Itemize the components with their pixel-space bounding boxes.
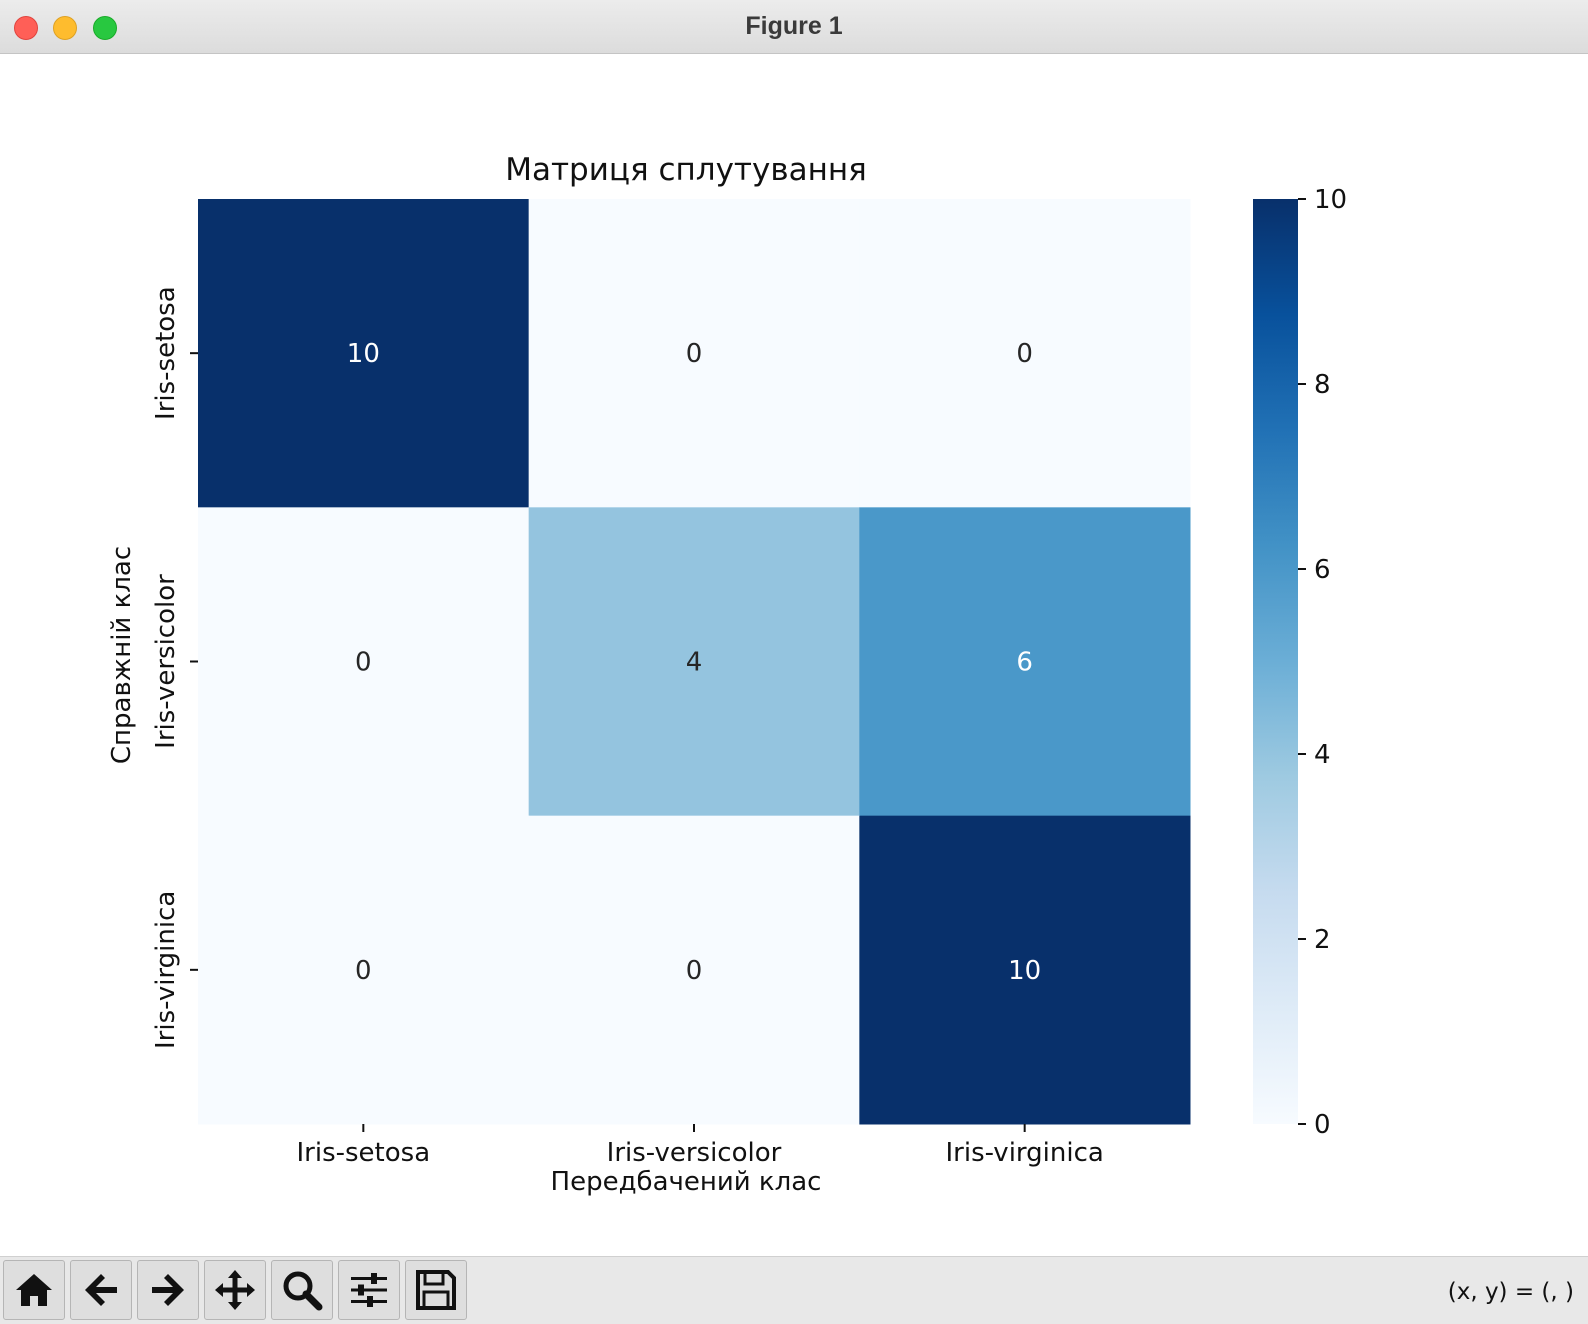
- home-icon: [16, 1274, 52, 1306]
- x-axis: Iris-setosa Iris-versicolor Iris-virginica: [297, 1124, 1104, 1168]
- heatmap-cell: [859, 815, 1191, 1125]
- y-axis: Iris-setosa Iris-versicolor Iris-virginica: [151, 286, 198, 1049]
- colorbar-tick-label: 6: [1314, 555, 1331, 585]
- window-title: Figure 1: [745, 12, 843, 40]
- colorbar-tick-label: 2: [1314, 925, 1331, 955]
- heatmap-cell: [528, 199, 860, 508]
- minimize-window-button[interactable]: [53, 16, 77, 40]
- cell-value-label: 0: [355, 956, 372, 986]
- configure-subplots-button[interactable]: [338, 1260, 400, 1320]
- x-tick-label: Iris-versicolor: [607, 1138, 782, 1168]
- navigation-toolbar: (x, y) = (, ): [0, 1256, 1588, 1324]
- colorbar: 0 2 4 6 8 10: [1253, 185, 1347, 1140]
- configure-subplots-icon: [351, 1273, 387, 1307]
- back-arrow-icon: [85, 1274, 117, 1306]
- pan-move-icon: [215, 1270, 255, 1310]
- zoom-magnifier-icon: [283, 1271, 323, 1311]
- forward-button[interactable]: [137, 1260, 199, 1320]
- y-tick-label: Iris-virginica: [151, 891, 181, 1049]
- colorbar-gradient: [1253, 199, 1298, 1124]
- y-tick-label: Iris-versicolor: [151, 574, 181, 749]
- cell-value-label: 0: [686, 339, 703, 369]
- cell-value-label: 0: [355, 648, 372, 678]
- maximize-window-button[interactable]: [93, 16, 117, 40]
- pan-button[interactable]: [204, 1260, 266, 1320]
- zoom-button[interactable]: [271, 1260, 333, 1320]
- close-window-button[interactable]: [14, 16, 38, 40]
- cell-value-label: 4: [686, 648, 703, 678]
- heatmap-cells: 10 0 0 0 4 6 0 0 10: [198, 199, 1191, 1125]
- heatmap-cell: [198, 815, 530, 1125]
- save-figure-icon: [416, 1270, 456, 1310]
- cursor-coordinates: (x, y) = (, ): [1447, 1279, 1574, 1305]
- cell-value-label: 0: [1016, 339, 1033, 369]
- y-axis-label: Справжній клас: [107, 546, 137, 764]
- save-button[interactable]: [405, 1260, 467, 1320]
- heatmap-cell: [198, 507, 530, 817]
- colorbar-tick-label: 10: [1314, 185, 1347, 215]
- figure-canvas[interactable]: Матриця сплутування 10 0 0 0 4 6 0 0 10 Iris-set…: [0, 55, 1588, 1255]
- cell-value-label: 10: [347, 339, 380, 369]
- x-axis-label: Передбачений клас: [551, 1167, 822, 1197]
- cell-value-label: 10: [1008, 956, 1041, 986]
- colorbar-tick-label: 8: [1314, 370, 1331, 400]
- heatmap-cell: [198, 199, 530, 508]
- heatmap-cell: [528, 507, 860, 817]
- confusion-matrix-heatmap: Матриця сплутування 10 0 0 0 4 6 0 0 10 Iris-set…: [107, 152, 1347, 1197]
- colorbar-tick-label: 4: [1314, 740, 1331, 770]
- heatmap-cell: [528, 815, 860, 1125]
- colorbar-tick-label: 0: [1314, 1110, 1331, 1140]
- x-tick-label: Iris-virginica: [946, 1138, 1104, 1168]
- chart-title: Матриця сплутування: [505, 152, 867, 188]
- y-tick-label: Iris-setosa: [151, 286, 181, 420]
- heatmap-cell: [859, 507, 1191, 817]
- heatmap-cell: [859, 199, 1191, 508]
- home-button[interactable]: [3, 1260, 65, 1320]
- forward-arrow-icon: [152, 1274, 184, 1306]
- cell-value-label: 6: [1016, 648, 1033, 678]
- cell-value-label: 0: [686, 956, 703, 986]
- x-tick-label: Iris-setosa: [297, 1138, 431, 1168]
- back-button[interactable]: [70, 1260, 132, 1320]
- window-titlebar: Figure 1: [0, 0, 1588, 54]
